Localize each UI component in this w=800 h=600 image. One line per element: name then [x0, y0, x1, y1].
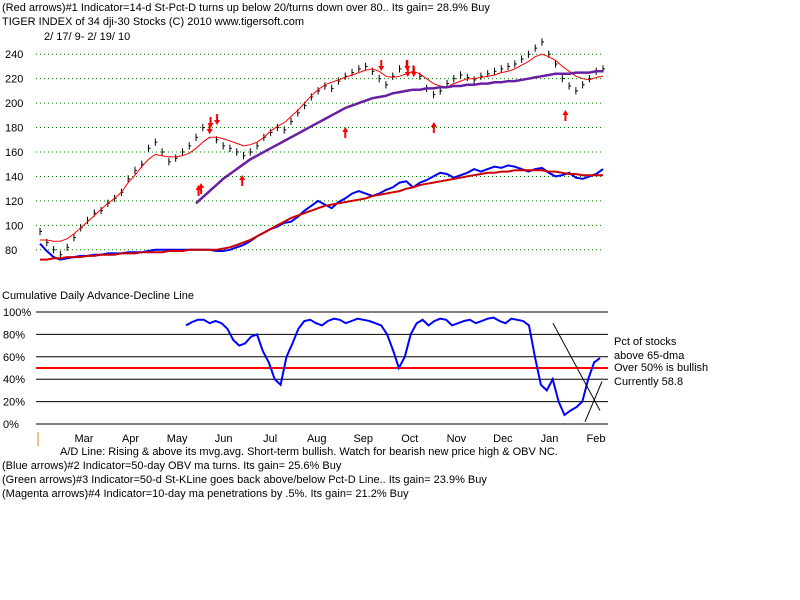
sell-arrow — [206, 123, 213, 134]
price-y-tick-label: 160 — [5, 147, 23, 159]
ad-line — [39, 164, 604, 261]
sell-arrow — [404, 66, 411, 77]
price-y-tick-label: 80 — [5, 245, 17, 257]
indicator1-caption: (Red arrows)#1 Indicator=14-d St-Pct-D t… — [2, 2, 490, 14]
x-month-label: Aug — [307, 433, 327, 445]
x-month-label: Jul — [263, 433, 277, 445]
x-month-label: Nov — [447, 433, 467, 445]
price-y-tick-label: 200 — [5, 98, 23, 110]
indicator2-caption: (Blue arrows)#2 Indicator=50-day OBV ma … — [2, 460, 342, 472]
x-month-label: Mar — [75, 433, 94, 445]
price-y-tick-label: 180 — [5, 123, 23, 135]
pct-y-tick-label: 20% — [3, 397, 25, 409]
pct-label-line1: Pct of stocks — [614, 336, 677, 348]
price-y-tick-label: 100 — [5, 220, 23, 232]
x-month-label: Jan — [541, 433, 559, 445]
buy-arrow — [239, 175, 246, 186]
trend-line — [584, 381, 603, 422]
pct-y-tick-label: 0% — [3, 419, 19, 431]
pct-y-tick-label: 40% — [3, 374, 25, 386]
x-month-label: Sep — [353, 433, 373, 445]
buy-arrow — [342, 127, 349, 138]
price-y-tick-label: 140 — [5, 171, 23, 183]
price-y-tick-label: 240 — [5, 49, 23, 61]
date-range: 2/ 17/ 9- 2/ 19/ 10 — [44, 31, 131, 43]
price-y-tick-label: 220 — [5, 74, 23, 86]
pct-above-65dma-line — [185, 316, 601, 417]
pct-label-line3: Over 50% is bullish — [614, 362, 709, 374]
buy-arrow — [198, 183, 205, 194]
x-month-label: Jun — [215, 433, 233, 445]
ma21-line — [40, 53, 604, 242]
trend-line — [552, 322, 601, 411]
pct-y-tick-label: 80% — [3, 329, 25, 341]
pct-current: Currently 58.8 — [614, 376, 684, 388]
sell-arrow — [378, 60, 385, 71]
x-month-label: May — [167, 433, 188, 445]
buy-arrow — [562, 110, 569, 121]
pct-y-tick-label: 100% — [3, 307, 31, 319]
sell-arrow — [410, 66, 417, 77]
x-month-label: Dec — [493, 433, 513, 445]
buy-arrow — [430, 122, 437, 133]
chart-title: TIGER INDEX of 34 dji-30 Stocks (C) 2010… — [2, 16, 304, 28]
ad-ma-line — [40, 169, 603, 261]
ad-title: Cumulative Daily Advance-Decline Line — [2, 290, 194, 302]
indicator4-caption: (Magenta arrows)#4 Indicator=10-day ma p… — [2, 488, 409, 500]
pct-label-line2: above 65-dma — [614, 350, 685, 362]
ma65-line — [195, 70, 603, 205]
pct-y-tick-label: 60% — [3, 352, 25, 364]
x-month-label: Apr — [122, 433, 139, 445]
price-y-tick-label: 120 — [5, 196, 23, 208]
x-month-label: Feb — [587, 433, 606, 445]
indicator3-caption: (Green arrows)#3 Indicator=50-d St-KLine… — [2, 474, 487, 486]
ad-commentary: A/D Line: Rising & above its mvg.avg. Sh… — [60, 446, 558, 458]
x-month-label: Oct — [401, 433, 418, 445]
sell-arrow — [214, 114, 221, 125]
